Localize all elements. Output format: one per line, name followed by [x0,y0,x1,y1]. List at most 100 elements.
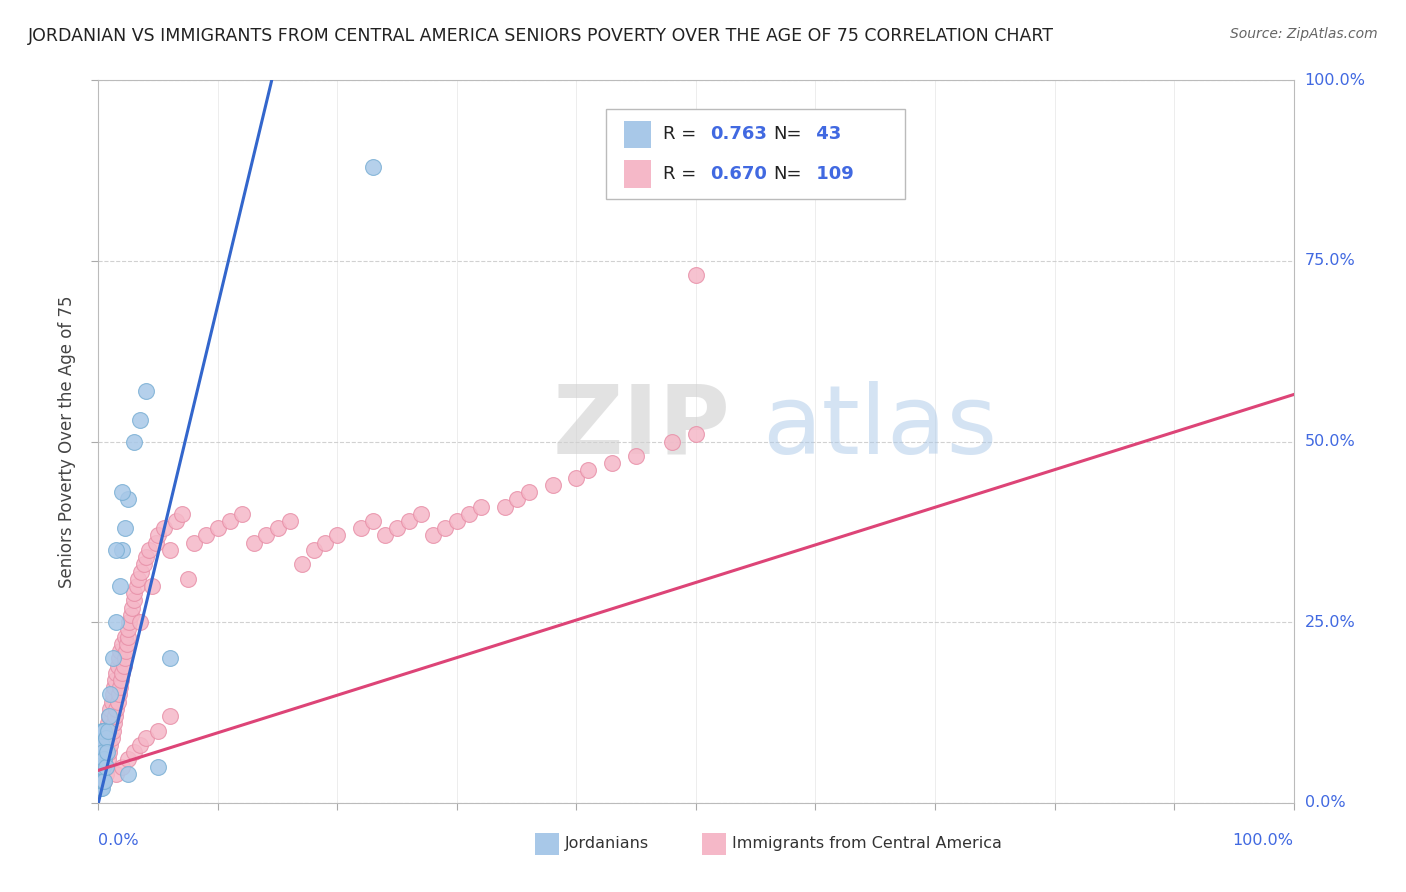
Bar [702,833,725,855]
Point [101,687,124,701]
Point [90,767,112,781]
Point [111,665,134,680]
Bar [624,120,651,148]
Point [125,579,148,593]
Point [93,723,115,738]
Point [89,752,111,766]
Point [90,752,112,766]
Point [124,593,146,607]
Point [94,760,117,774]
Point [91,760,114,774]
Point [107,687,129,701]
Text: ZIP: ZIP [553,381,731,474]
Point [101,723,124,738]
Point [326,528,349,542]
Point [96,760,118,774]
Point [104,709,127,723]
Point [124,586,146,600]
Point [145,535,167,549]
Point [110,673,132,687]
Point [363,514,385,528]
Text: 0.763: 0.763 [710,126,768,144]
Point [103,680,125,694]
Text: Immigrants from Central America: Immigrants from Central America [733,837,1001,852]
Point [302,542,325,557]
Point [91,774,114,789]
Point [91,760,114,774]
Text: 75.0%: 75.0% [1305,253,1355,268]
Point [89,781,111,796]
Point [89,760,111,774]
Point [98,702,122,716]
Point [159,651,181,665]
Point [148,760,170,774]
Point [131,565,153,579]
Point [91,752,114,766]
Point [434,521,457,535]
Point [148,723,170,738]
Point [159,709,181,723]
Point [132,558,155,572]
Point [97,716,120,731]
Point [91,738,114,752]
Point [93,774,115,789]
Point [93,731,115,745]
Point [135,731,157,745]
Point [117,767,139,781]
Point [114,651,136,665]
Point [104,673,127,687]
Text: 100.0%: 100.0% [1305,73,1365,87]
Point [141,579,163,593]
Point [98,709,121,723]
Point [207,521,229,535]
Point [291,558,314,572]
Point [177,572,200,586]
Text: Source: ZipAtlas.com: Source: ZipAtlas.com [1230,27,1378,41]
Point [494,500,516,514]
Point [117,752,139,766]
Point [458,507,481,521]
Point [96,745,118,759]
Point [97,752,120,766]
Point [114,521,136,535]
Point [103,716,125,731]
Point [105,665,128,680]
Point [153,521,176,535]
Point [278,514,301,528]
Point [107,651,129,665]
Point [315,535,337,549]
Point [685,268,707,283]
Text: atlas: atlas [762,381,997,474]
Point [219,514,242,528]
Bar [624,161,651,188]
Point [93,752,115,766]
Point [363,160,385,174]
Point [243,535,266,549]
Text: N=: N= [773,165,803,183]
Point [135,550,157,565]
Point [105,615,128,630]
Point [135,384,157,398]
Point [231,507,253,521]
Point [91,781,114,796]
Point [118,615,141,630]
Text: Jordanians: Jordanians [565,837,648,852]
Y-axis label: Seniors Poverty Over the Age of 75: Seniors Poverty Over the Age of 75 [58,295,76,588]
Point [91,723,114,738]
Point [94,767,117,781]
Point [195,528,218,542]
FancyBboxPatch shape [606,109,905,200]
Point [124,745,146,759]
Point [91,745,114,759]
Text: N=: N= [773,126,803,144]
Point [100,695,122,709]
Point [89,774,111,789]
Point [374,528,396,542]
Text: R =: R = [662,165,702,183]
Point [98,745,121,759]
Point [117,623,139,637]
Point [121,600,143,615]
Point [506,492,529,507]
Point [94,738,117,752]
Point [661,434,683,449]
